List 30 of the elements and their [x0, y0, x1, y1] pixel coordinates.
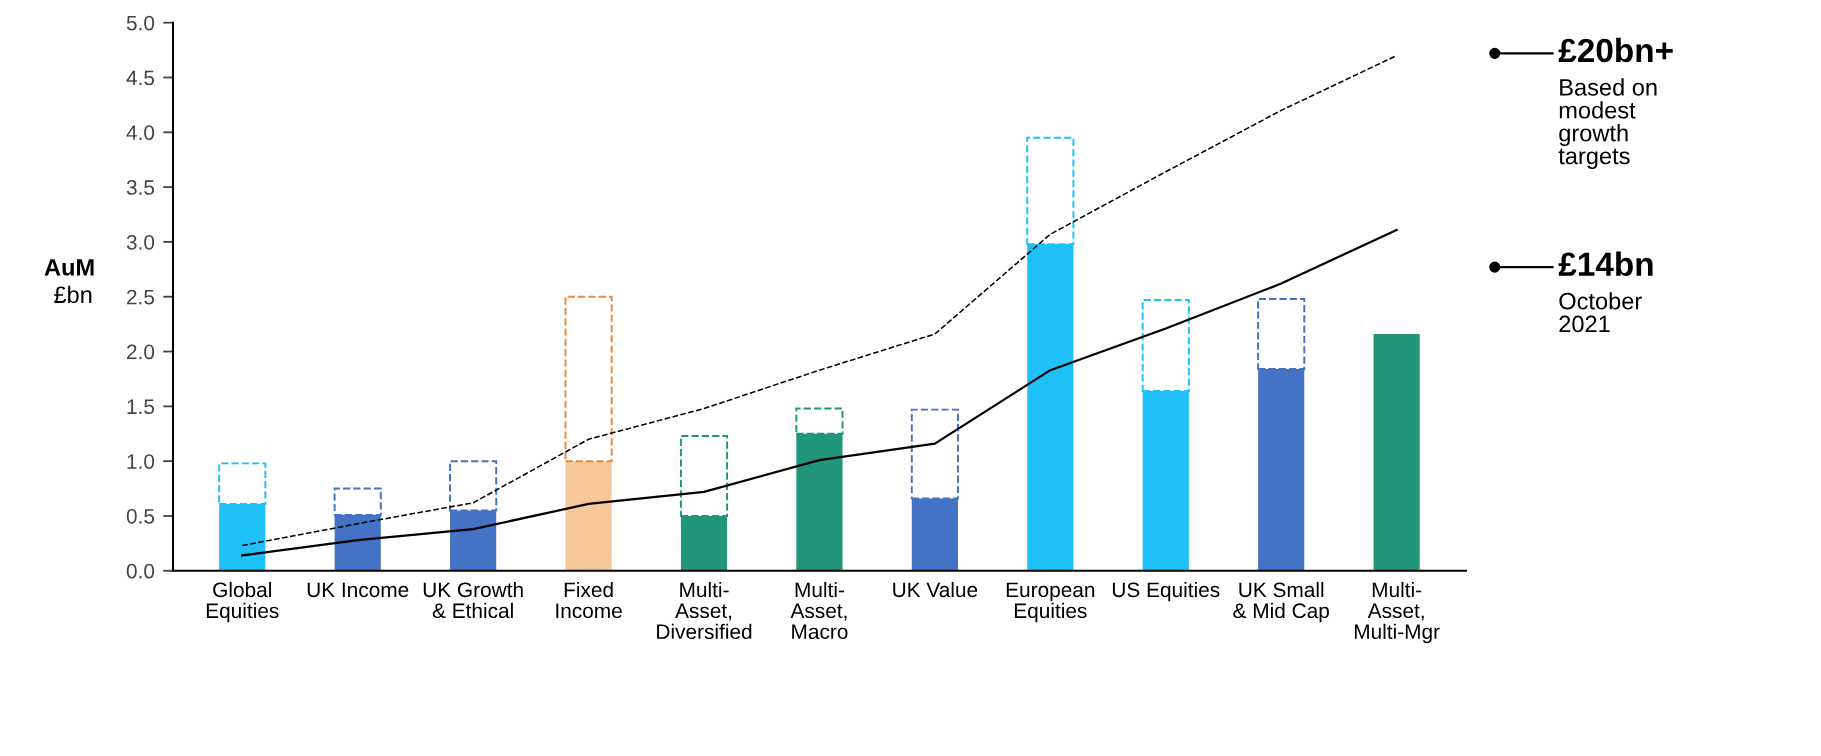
x-tick-label: Multi- Asset, Macro: [790, 581, 848, 640]
y-axis-title: AuM £bn: [44, 259, 94, 304]
x-tick-label: Fixed Income: [556, 581, 622, 619]
y-tick-label: 3.5: [126, 180, 155, 195]
x-tick-label: UK Growth & Ethical: [423, 581, 523, 619]
y-tick-label: 4.5: [126, 70, 155, 86]
line-series: [241, 228, 1398, 557]
text: £14bn October 2021: [1558, 251, 1653, 333]
bar: [565, 461, 612, 571]
y-tick-label: 2.5: [127, 289, 155, 305]
x-tick-label: US Equities: [1112, 581, 1220, 602]
x-tick-label: Multi- Asset, Diversified: [657, 581, 752, 640]
line-series: [241, 54, 1398, 547]
x-tick-label: European Equities: [1006, 582, 1095, 623]
y-tick-label: 1.0: [127, 454, 155, 469]
x-tick-label: UK Small & Mid Cap: [1233, 581, 1329, 623]
bar: [1373, 334, 1420, 571]
y-tick-label: 2.0: [127, 344, 155, 360]
x-tick-label: UK Value: [893, 581, 978, 598]
y-tick-label: 3.0: [126, 234, 155, 250]
y-tick-label: 5.0: [126, 15, 155, 31]
x-tick-label: Multi- Asset, Multi-Mgr: [1354, 581, 1440, 644]
y-tick-label: 0.5: [126, 508, 155, 524]
bar: [564, 295, 613, 463]
y-tick-label: 0.0: [126, 563, 155, 579]
x-tick-label: Global Equities: [206, 581, 279, 623]
x-tick-label: UK Income: [307, 582, 409, 598]
y-tick-label: 1.5: [127, 399, 155, 415]
text: £20bn+ Based on modest growth targets: [1558, 37, 1673, 169]
y-tick-label: 4.0: [126, 125, 155, 141]
